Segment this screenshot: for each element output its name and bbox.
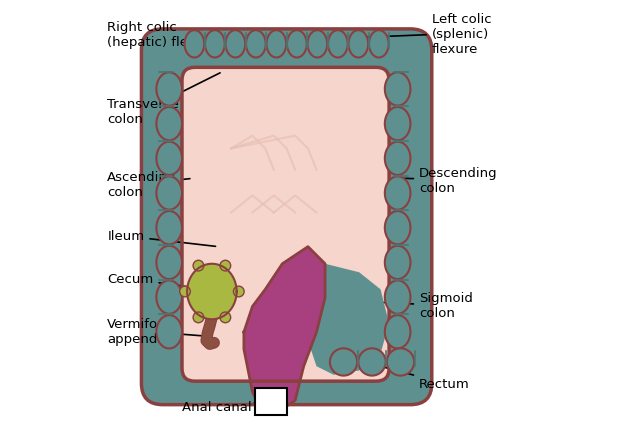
Ellipse shape [156,246,182,279]
Ellipse shape [385,246,410,279]
FancyBboxPatch shape [182,68,389,381]
Ellipse shape [225,31,245,58]
Polygon shape [187,264,237,320]
Ellipse shape [385,108,410,141]
Ellipse shape [385,315,410,348]
Text: Rectum: Rectum [319,350,470,390]
Ellipse shape [185,31,204,58]
Text: Vermiform
appendix: Vermiform appendix [107,317,206,345]
Ellipse shape [369,31,389,58]
Ellipse shape [156,315,182,348]
Polygon shape [244,247,325,409]
Ellipse shape [156,108,182,141]
Text: Right colic
(hepatic) flexure: Right colic (hepatic) flexure [107,21,218,54]
Text: Ascending
colon: Ascending colon [107,170,190,199]
Text: Anal canal: Anal canal [182,400,254,413]
Ellipse shape [156,73,182,106]
Ellipse shape [328,31,348,58]
Ellipse shape [385,281,410,314]
Text: Descending
colon: Descending colon [404,166,498,194]
Text: Cecum: Cecum [107,273,203,289]
Ellipse shape [193,312,204,323]
Ellipse shape [358,348,385,376]
Ellipse shape [330,348,357,376]
Ellipse shape [385,177,410,210]
Ellipse shape [385,142,410,176]
Ellipse shape [220,312,230,323]
Polygon shape [308,256,389,375]
Ellipse shape [205,31,225,58]
Text: Ileum: Ileum [107,230,215,247]
Ellipse shape [308,31,327,58]
Ellipse shape [156,177,182,210]
Ellipse shape [234,286,244,297]
Ellipse shape [156,212,182,245]
Text: Sigmoid
colon: Sigmoid colon [379,292,473,320]
Bar [254,388,287,415]
Ellipse shape [156,142,182,176]
FancyBboxPatch shape [141,30,432,405]
Text: Transverse
colon: Transverse colon [107,74,220,126]
Ellipse shape [385,73,410,106]
Ellipse shape [287,31,307,58]
Ellipse shape [180,286,191,297]
Ellipse shape [385,212,410,245]
Ellipse shape [349,31,368,58]
Ellipse shape [156,281,182,314]
Ellipse shape [193,261,204,271]
Ellipse shape [220,261,230,271]
Ellipse shape [387,348,414,376]
Text: Left colic
(splenic)
flexure: Left colic (splenic) flexure [362,13,491,56]
Ellipse shape [266,31,286,58]
Ellipse shape [246,31,266,58]
